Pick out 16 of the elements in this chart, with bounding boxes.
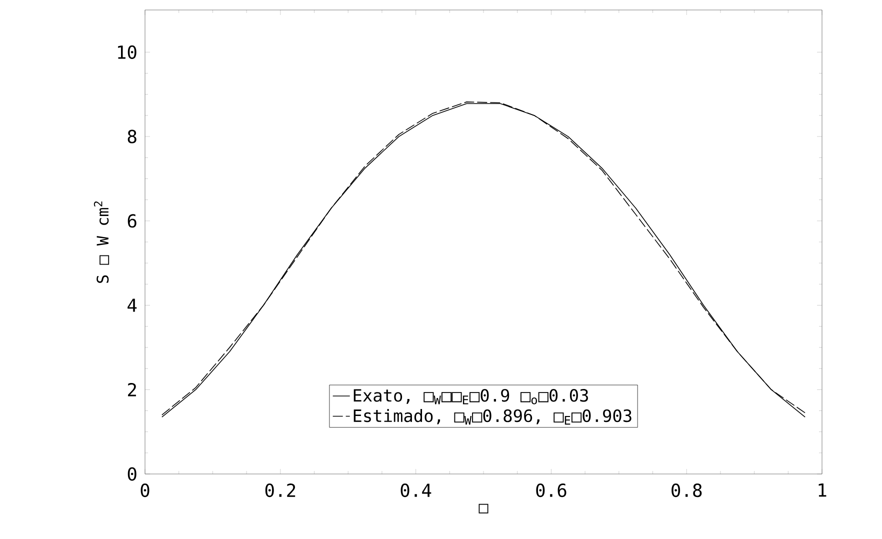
y-tick-label: 8 <box>128 130 136 144</box>
x-tick-label: 0 <box>140 484 150 498</box>
y-tick-label: 4 <box>128 298 137 312</box>
legend-label: Exato, □$_{W}$□□$_{E}$□0.9 □$_{o}$□0.03 <box>354 388 588 404</box>
y-axis-title: S □ W cm$^{2}$ <box>94 201 110 283</box>
x-axis-title: □ <box>478 504 488 514</box>
x-tick-label: 0.8 <box>672 484 702 498</box>
x-tick-label: 0.2 <box>265 484 296 498</box>
y-tick-label: 6 <box>128 214 136 228</box>
x-tick-label: 0.6 <box>536 484 566 498</box>
y-tick-label: 2 <box>128 382 136 396</box>
x-tick-label: 0.4 <box>400 484 432 498</box>
legend-label: Estimado, □$_{W}$□0.896, □$_{E}$□0.903 <box>354 409 632 425</box>
y-tick-label: 10 <box>118 45 136 59</box>
y-tick-label: 0 <box>128 467 136 481</box>
x-tick-label: 1 <box>818 484 826 497</box>
